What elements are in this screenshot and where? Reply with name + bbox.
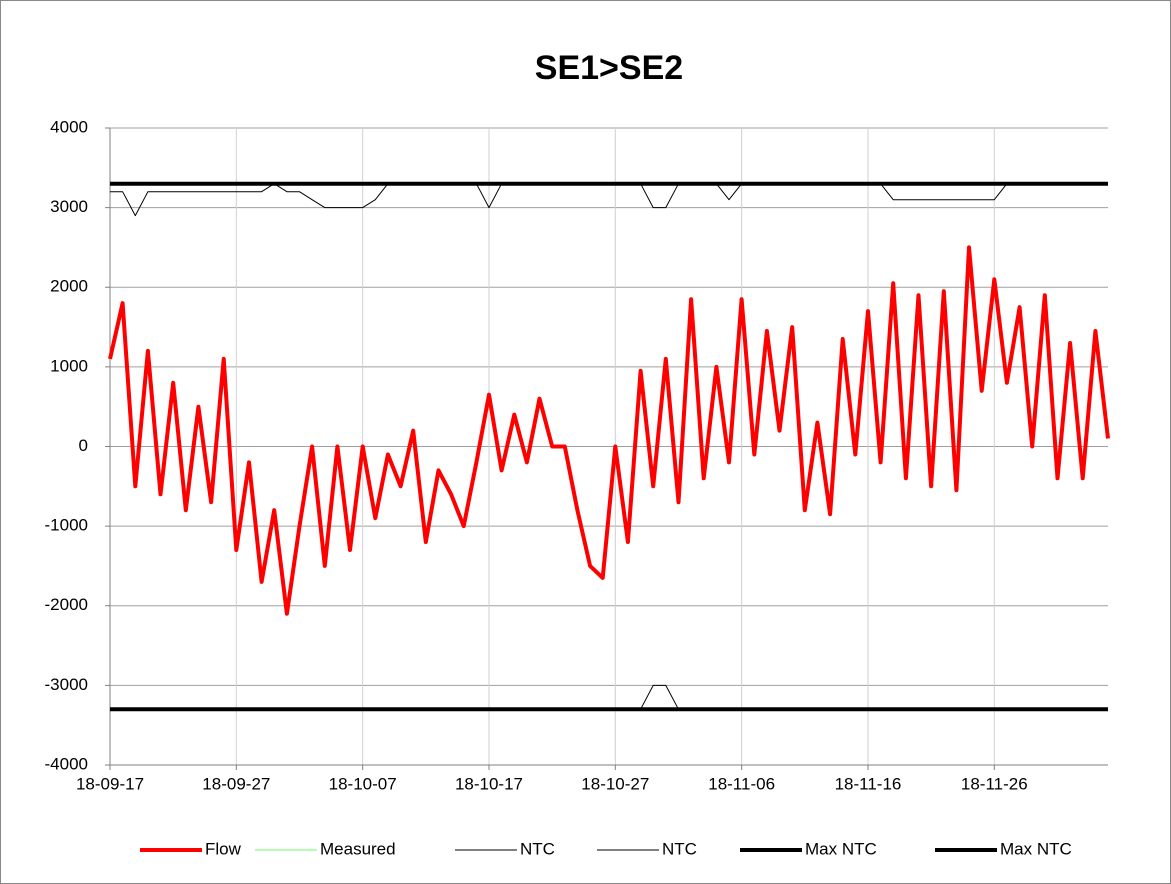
y-tick-label: 0 [79, 436, 88, 455]
x-tick-label: 18-10-07 [329, 774, 397, 793]
legend-label: Max NTC [1000, 839, 1072, 858]
y-tick-label: 2000 [50, 277, 88, 296]
x-tick-label: 18-09-17 [76, 774, 144, 793]
legend-label: Max NTC [805, 839, 877, 858]
y-tick-label: 4000 [50, 117, 88, 136]
legend-label: NTC [520, 839, 555, 858]
legend-label: Flow [205, 839, 242, 858]
series-line [108, 245, 1110, 616]
y-tick-label: -2000 [45, 595, 88, 614]
x-tick-label: 18-11-26 [961, 774, 1028, 793]
y-tick-label: -3000 [45, 675, 88, 694]
y-tick-label: -1000 [45, 516, 88, 535]
x-tick-label: 18-10-27 [581, 774, 649, 793]
x-tick-label: 18-11-06 [708, 774, 775, 793]
legend-label: NTC [662, 839, 697, 858]
x-tick-label: 18-09-27 [202, 774, 270, 793]
series-line [110, 183, 1108, 217]
y-tick-label: 3000 [50, 197, 88, 216]
legend-label: Measured [320, 839, 396, 858]
chart-title: SE1>SE2 [535, 49, 683, 87]
y-tick-label: 1000 [50, 356, 88, 375]
series-line [110, 684, 1108, 710]
x-tick-label: 18-11-16 [835, 774, 902, 793]
y-tick-label: -4000 [45, 754, 88, 773]
x-tick-label: 18-10-17 [455, 774, 523, 793]
